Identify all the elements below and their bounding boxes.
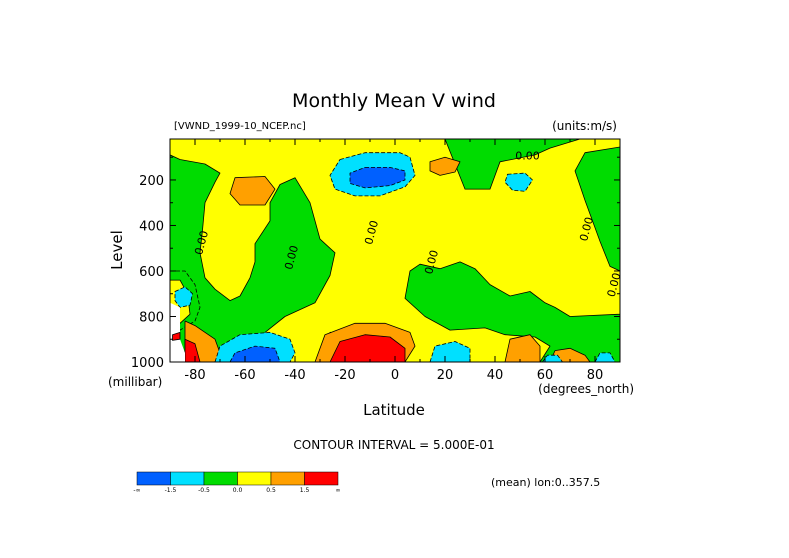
contour-region-23 [172, 331, 181, 341]
contour-interval-text: CONTOUR INTERVAL = 5.000E-01 [293, 438, 494, 452]
contour-label: 0.00 [605, 271, 624, 298]
contour-region-7 [504, 172, 533, 192]
legend-swatch [170, 471, 205, 486]
legend-swatch [237, 471, 272, 486]
x-tick-label: 20 [437, 368, 454, 383]
y-tick-label: 400 [139, 219, 164, 234]
x-tick-label: -80 [184, 368, 205, 383]
x-tick-label: -20 [334, 368, 355, 383]
contour-label: 0.00 [192, 229, 211, 256]
y-axis-label: Level [108, 230, 126, 270]
mean-longitude-label: (mean) lon:0..357.5 [491, 476, 600, 489]
contour-region-9 [429, 156, 461, 176]
contour-label: 0.00 [515, 149, 540, 162]
legend-swatch [203, 471, 238, 486]
contour-region-8 [229, 176, 276, 206]
contour-fill-regions [170, 139, 620, 362]
contour-label: 0.00 [422, 249, 441, 276]
legend-swatch [270, 471, 305, 486]
x-tick-label: 40 [487, 368, 504, 383]
x-axis-units: (degrees_north) [538, 382, 634, 396]
y-tick-label: 1000 [131, 356, 164, 371]
x-tick-label: -60 [234, 368, 255, 383]
legend-tick-label: -1.5 [165, 487, 177, 494]
y-tick-label: 600 [139, 265, 164, 280]
legend-tick-label: 0.0 [233, 487, 243, 494]
x-tick-label: -40 [284, 368, 305, 383]
contour-labels: 0.00 0.00 0.00 0.00 0.00 0.00 0.00 [192, 149, 623, 298]
contour-region-22 [170, 302, 185, 362]
contour-region-19 [174, 286, 193, 308]
contour-label: 0.00 [362, 219, 381, 246]
x-axis: -80 -60 -40 -20 0 20 40 60 80 [169, 139, 621, 383]
contour-region-13 [329, 334, 406, 362]
chart-title: Monthly Mean V wind [292, 90, 496, 112]
color-legend: -∞ -1.5 -0.5 0.0 0.5 1.5 ∞ [133, 471, 341, 494]
contour-region-20 [542, 354, 563, 362]
contour-region-14 [504, 334, 541, 362]
contour-region-21 [594, 352, 616, 362]
contour-label: 0.00 [282, 244, 301, 271]
x-tick-label: 0 [391, 368, 399, 383]
contour-region-1 [170, 139, 620, 362]
x-tick-label: 80 [587, 368, 604, 383]
contour-region-18 [429, 341, 471, 362]
y-tick-label: 800 [139, 310, 164, 325]
legend-swatch [304, 471, 339, 486]
contour-region-17 [229, 345, 281, 362]
y-axis-units: (millibar) [108, 375, 162, 389]
legend-swatch [136, 471, 171, 486]
x-tick-label: 60 [537, 368, 554, 383]
legend-tick-label: 0.5 [266, 487, 276, 494]
legend-tick-label: -0.5 [198, 487, 210, 494]
x-axis-label: Latitude [363, 401, 425, 419]
legend-tick-label: -∞ [133, 487, 140, 494]
dataset-label: [VWND_1999-10_NCEP.nc] [174, 121, 306, 132]
contour-label: 0.00 [577, 216, 596, 243]
contour-region-15 [549, 347, 591, 362]
legend-tick-label: 1.5 [300, 487, 310, 494]
contour-region-6 [349, 166, 406, 189]
units-label: (units:m/s) [552, 119, 617, 133]
y-axis: 200 400 600 800 1000 [131, 156, 620, 371]
legend-tick-label: ∞ [336, 487, 341, 494]
y-tick-label: 200 [139, 174, 164, 189]
